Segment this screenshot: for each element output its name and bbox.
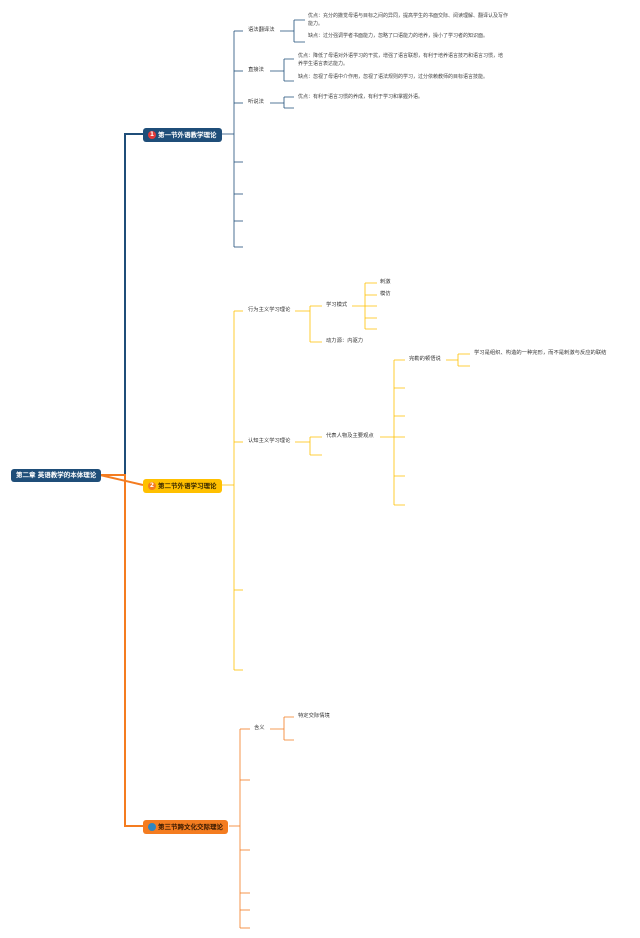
section3-node[interactable]: 第三节跨文化交际理论 [143,820,228,834]
behaviorism-drive: 动力源：内驱力 [326,338,364,344]
branch-audiolingual: 听说法 [248,99,264,105]
section1-node[interactable]: 1 第一节外语教学理论 [143,128,222,142]
branch-cognitivism: 认知主义学习理论 [248,438,291,444]
branch-grammar-translation: 语法翻译法 [248,27,275,33]
behaviorism-learning-mode: 学习模式 [326,302,348,308]
direct-method-cons: 缺点：忽视了母语中介作用，忽视了语法规则的学习，过分依赖教师的目标语言技能。 [298,74,489,80]
learning-mode-item-imitation: 模仿 [380,291,391,297]
cognitivism-gestalt-insight: 完勒的顿悟说 [409,356,441,362]
section1-tree [222,19,305,248]
section3-tree [229,716,294,929]
root-to-section2-line [99,474,144,486]
learning-mode-item-stimulus: 刺激 [380,279,391,285]
grammar-translation-pros: 优点：充分的撒觉母语与目标之间的异同，提高学生的书面交际、阅读理解、翻译认及写作… [308,13,509,27]
gestalt-insight-note: 学习是组织、构造的一种完形，而不是刺激与反应的联结 [474,350,607,356]
meaning-item-context: 特定交际情境 [298,713,330,719]
root-to-section1-line [100,133,143,476]
section2-node[interactable]: 2 第二节外语学习理论 [143,479,222,493]
section2-label: 第二节外语学习理论 [158,482,217,490]
section2-tree [222,282,470,671]
section1-label: 第一节外语教学理论 [158,131,217,139]
branch-direct-method: 直接法 [248,67,264,73]
branch-meaning: 含义 [254,725,265,731]
audiolingual-pros: 优点：有利于语言习惯的养成，有利于学习和掌握外语。 [298,94,424,100]
root-to-section3-line [100,474,143,827]
branch-behaviorism: 行为主义学习理论 [248,307,291,313]
globe-icon [148,823,156,831]
number-two-icon: 2 [148,482,156,490]
section3-label: 第三节跨文化交际理论 [158,823,223,831]
root-node[interactable]: 第二章 英语教学的本体理论 [11,469,102,482]
cognitivism-representatives: 代表人物及主要观点 [326,433,374,439]
number-one-icon: 1 [148,131,156,139]
direct-method-pros: 优点：降低了母语对外语学习的干扰，增强了语言联想，有利于培养语言技巧和语言习惯，… [298,53,504,67]
grammar-translation-cons: 缺点：过分强调学者书面能力，忽略了口语能力的培养，操小了学习者的知识面。 [308,33,489,39]
root-label: 第二章 英语教学的本体理论 [16,471,97,479]
